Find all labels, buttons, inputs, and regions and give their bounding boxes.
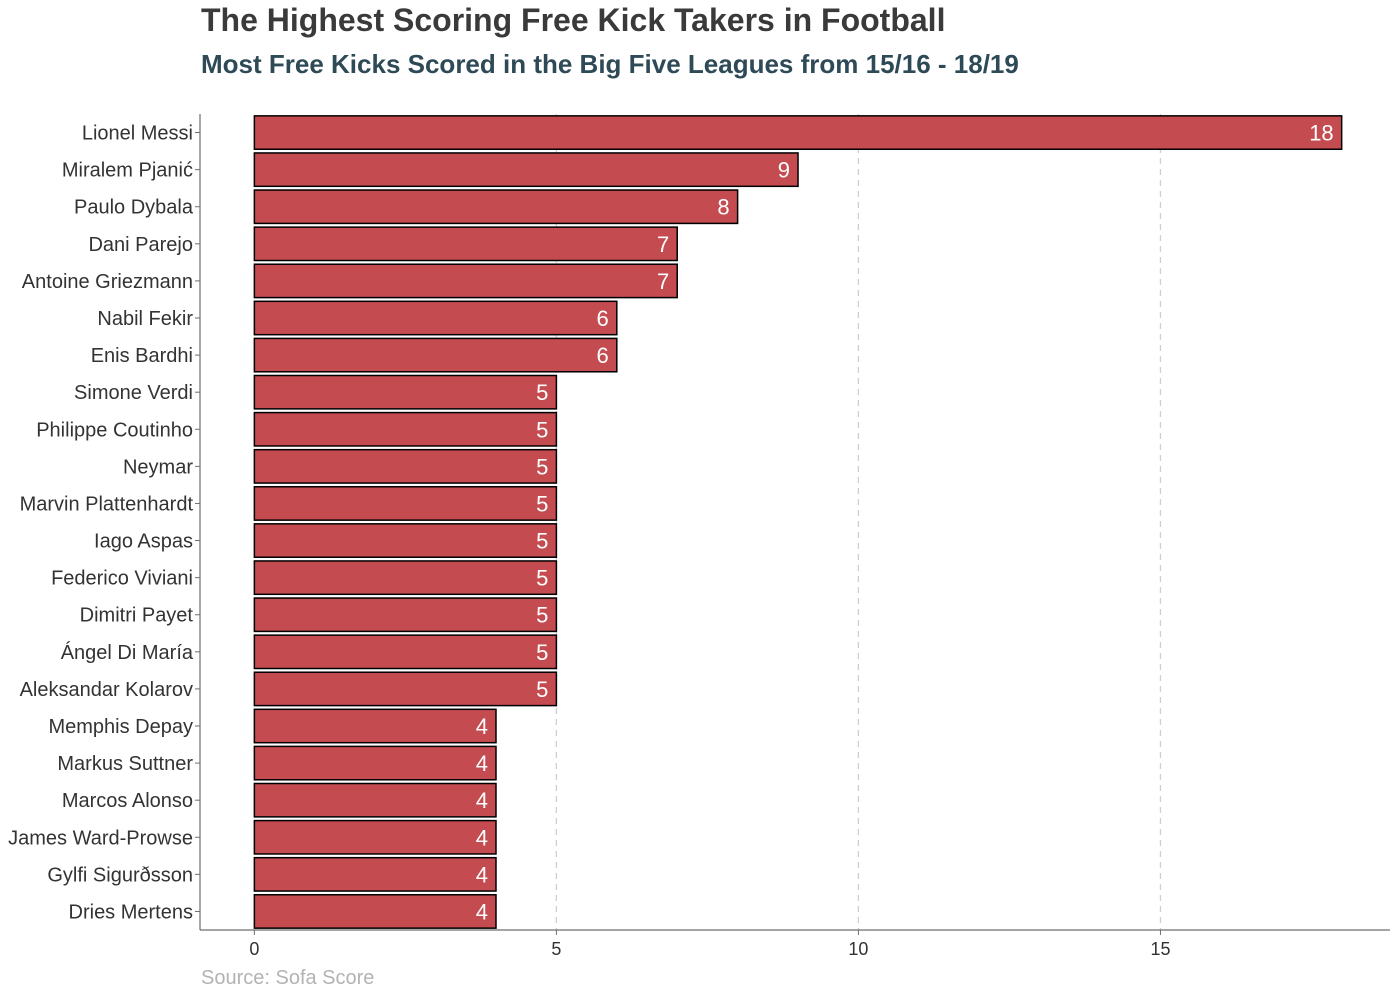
category-label-19: James Ward-Prowse [8,827,193,849]
x-tick-label-1: 5 [551,939,561,959]
bar-1 [253,152,799,188]
bar-12 [253,560,558,596]
data-label-8: 5 [536,417,548,442]
x-tick-label-0: 0 [249,939,259,959]
category-label-18: Marcos Alonso [62,790,193,812]
data-label-6: 6 [597,343,609,368]
data-label-5: 6 [597,306,609,331]
data-label-7: 5 [536,380,548,405]
x-tick-label-2: 10 [848,939,868,959]
data-label-2: 8 [717,195,729,220]
category-label-16: Memphis Depay [48,716,193,738]
data-label-12: 5 [536,566,548,591]
category-label-21: Dries Mertens [69,901,193,923]
category-label-11: Iago Aspas [94,531,193,553]
bar-20 [253,856,497,892]
category-label-12: Federico Viviani [51,568,193,590]
category-label-4: Antoine Griezmann [22,271,193,293]
bar-4 [253,263,678,299]
category-label-2: Paulo Dybala [74,197,194,219]
category-label-17: Markus Suttner [57,753,193,775]
bar-7 [253,374,558,410]
bar-17 [253,745,497,781]
category-label-20: Gylfi Sigurðsson [47,864,193,886]
bar-18 [253,782,497,818]
data-label-10: 5 [536,491,548,516]
data-label-4: 7 [657,269,669,294]
category-label-0: Lionel Messi [82,123,193,145]
axes: Lionel Messi Miralem Pjanić Paulo Dybala Da… [8,114,1390,959]
bar-3 [253,226,678,262]
data-label-0: 18 [1309,121,1333,146]
data-label-20: 4 [476,862,488,887]
category-label-13: Dimitri Payet [80,605,194,627]
data-label-13: 5 [536,603,548,628]
bar-16 [253,708,497,744]
category-label-14: Ángel Di María [61,641,194,664]
bar-9 [253,448,558,484]
data-label-16: 4 [476,714,488,739]
bar-21 [253,894,497,929]
category-label-7: Simone Verdi [74,382,193,404]
chart-caption: Source: Sofa Score [201,967,375,989]
category-label-15: Aleksandar Kolarov [20,679,193,701]
bar-13 [253,597,558,633]
data-label-11: 5 [536,529,548,554]
bar-2 [253,189,739,225]
bar-19 [253,819,497,855]
data-label-3: 7 [657,232,669,257]
data-label-15: 5 [536,677,548,702]
data-label-19: 4 [476,825,488,850]
bar-10 [253,486,558,521]
category-label-10: Marvin Plattenhardt [20,493,194,515]
data-label-9: 5 [536,454,548,479]
category-label-6: Enis Bardhi [91,345,193,367]
bar-6 [253,337,618,373]
chart-subtitle: Most Free Kicks Scored in the Big Five L… [201,49,1019,79]
bar-14 [253,634,558,670]
bar-5 [253,300,618,336]
bar-11 [253,523,558,558]
chart-title: The Highest Scoring Free Kick Takers in … [201,2,946,38]
category-label-3: Dani Parejo [88,234,193,256]
data-label-21: 4 [476,899,488,924]
bars [253,115,1343,929]
bar-15 [253,671,558,707]
bar-8 [253,411,558,447]
category-label-9: Neymar [123,456,193,478]
x-tick-label-3: 15 [1150,939,1170,959]
data-label-17: 4 [476,751,488,776]
category-label-5: Nabil Fekir [97,308,193,330]
category-label-1: Miralem Pjanić [62,160,193,182]
data-labels: 18 9 8 7 7 6 6 5 5 5 5 5 5 5 5 5 4 4 4 4 4 4 [476,121,1334,925]
category-label-8: Philippe Coutinho [36,419,193,441]
data-label-18: 4 [476,788,488,813]
data-label-1: 9 [778,158,790,183]
data-label-14: 5 [536,640,548,665]
bar-0 [253,115,1343,150]
